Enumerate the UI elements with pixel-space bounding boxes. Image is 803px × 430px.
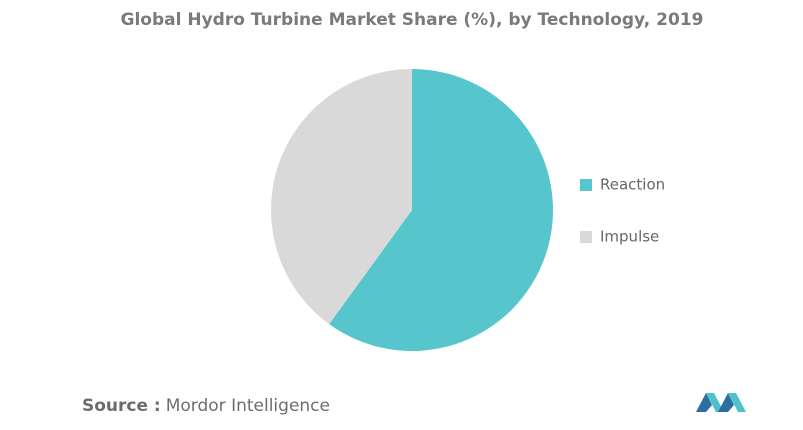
source-name: Mordor Intelligence xyxy=(166,396,330,416)
pie-slice xyxy=(271,69,412,325)
chart-title: Global Hydro Turbine Market Share (%), b… xyxy=(121,10,704,30)
pie xyxy=(271,69,553,351)
legend-swatch xyxy=(580,179,592,191)
source-label: Source : xyxy=(82,396,161,416)
legend-label: Impulse xyxy=(600,228,659,246)
source: Source : Mordor Intelligence xyxy=(82,396,330,416)
legend: Reaction Impulse xyxy=(580,176,665,246)
pie-slice xyxy=(329,69,553,351)
logo xyxy=(696,393,746,412)
legend-swatch xyxy=(580,231,592,243)
legend-label: Reaction xyxy=(600,176,665,194)
